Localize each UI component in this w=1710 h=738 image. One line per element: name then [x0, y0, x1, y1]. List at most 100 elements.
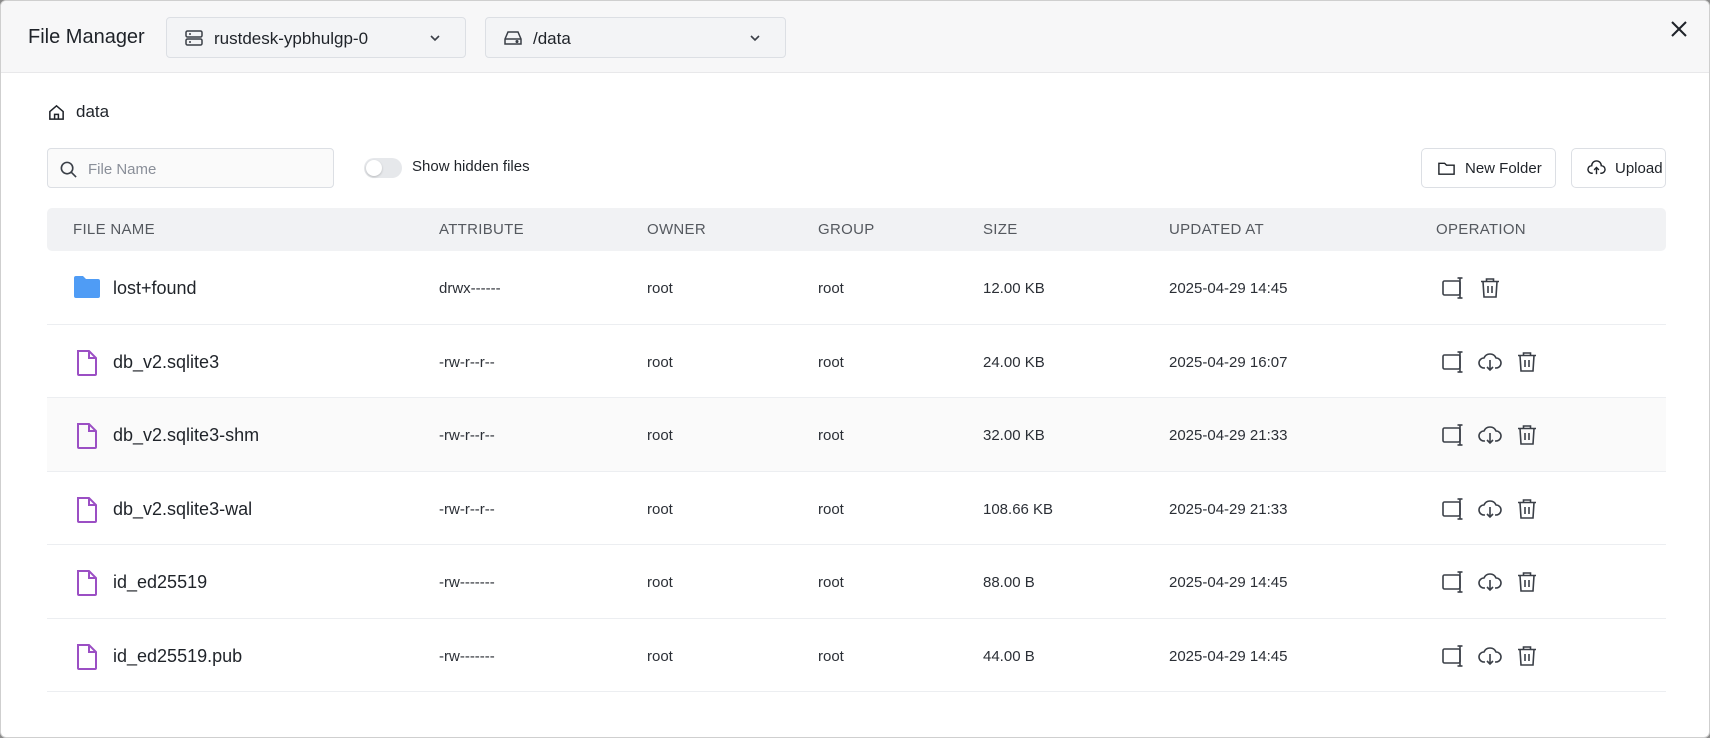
- chevron-down-icon: [750, 35, 760, 42]
- chevron-down-icon: [430, 35, 440, 42]
- header-attribute: ATTRIBUTE: [439, 221, 524, 238]
- show-hidden-toggle[interactable]: [364, 158, 402, 178]
- file-group: root: [818, 574, 844, 591]
- header-size[interactable]: SIZE: [983, 221, 1018, 238]
- table-body: lost+found drwx------ root root 12.00 KB 2025…: [47, 251, 1666, 692]
- file-owner: root: [647, 574, 673, 591]
- file-updated-at: 2025-04-29 14:45: [1169, 647, 1288, 665]
- file-owner: root: [647, 647, 673, 665]
- header-group: GROUP: [818, 221, 875, 238]
- file-size: 88.00 B: [983, 574, 1035, 591]
- rename-icon[interactable]: [1440, 275, 1466, 301]
- table-header: FILE NAME ATTRIBUTE OWNER GROUP SIZE UPD…: [47, 208, 1666, 251]
- row-operations: [1440, 496, 1551, 522]
- file-attribute: -rw-r--r--: [439, 427, 495, 444]
- rename-icon[interactable]: [1440, 422, 1466, 448]
- search-icon: [60, 161, 77, 178]
- toggle-knob: [366, 160, 382, 176]
- trash-icon[interactable]: [1514, 422, 1540, 448]
- file-group: root: [818, 647, 844, 665]
- row-operations: [1440, 349, 1551, 375]
- file-owner: root: [647, 427, 673, 444]
- table-row[interactable]: db_v2.sqlite3 -rw-r--r-- root root 24.00 KB 2…: [47, 325, 1666, 398]
- file-owner: root: [647, 500, 673, 518]
- folder-icon: [1438, 162, 1455, 175]
- file-updated-at: 2025-04-29 14:45: [1169, 574, 1288, 591]
- header-updated-at[interactable]: UPDATED AT: [1169, 221, 1264, 238]
- header-file-name[interactable]: FILE NAME: [73, 221, 155, 238]
- file-size: 108.66 KB: [983, 500, 1054, 518]
- file-attribute: -rw-------: [439, 647, 495, 665]
- cloud-upload-icon: [1587, 159, 1606, 174]
- cloud-download-icon[interactable]: [1477, 643, 1503, 669]
- file-icon: [77, 423, 97, 449]
- cloud-download-icon[interactable]: [1477, 349, 1503, 375]
- search-input[interactable]: [88, 157, 318, 181]
- header-owner: OWNER: [647, 221, 706, 238]
- row-operations: [1440, 569, 1551, 595]
- row-operations: [1440, 422, 1551, 448]
- server-select[interactable]: rustdesk-ypbhulgp-0: [166, 17, 466, 58]
- file-group: root: [818, 280, 844, 297]
- file-attribute: -rw-r--r--: [439, 500, 495, 518]
- close-icon[interactable]: [1667, 17, 1691, 41]
- table-row[interactable]: id_ed25519.pub -rw------- root root 44.00 B 2…: [47, 619, 1666, 692]
- file-icon: [77, 496, 97, 523]
- file-group: root: [818, 353, 844, 371]
- modal-header: File Manager rustdesk-ypbhulgp-0 /data: [1, 1, 1709, 73]
- path-select-value: /data: [533, 29, 571, 48]
- home-icon[interactable]: [47, 103, 66, 122]
- folder-icon: [74, 276, 100, 298]
- file-owner: root: [647, 353, 673, 371]
- rename-icon[interactable]: [1440, 569, 1466, 595]
- trash-icon[interactable]: [1514, 569, 1540, 595]
- file-owner: root: [647, 280, 673, 297]
- trash-icon[interactable]: [1514, 496, 1540, 522]
- file-updated-at: 2025-04-29 16:07: [1169, 353, 1288, 371]
- file-updated-at: 2025-04-29 14:45: [1169, 280, 1288, 297]
- server-select-value: rustdesk-ypbhulgp-0: [214, 29, 369, 48]
- cloud-download-icon[interactable]: [1477, 569, 1503, 595]
- file-name[interactable]: db_v2.sqlite3-shm: [113, 425, 260, 445]
- breadcrumb: data: [47, 102, 109, 122]
- breadcrumb-item-data[interactable]: data: [76, 102, 110, 121]
- trash-icon[interactable]: [1514, 643, 1540, 669]
- upload-button[interactable]: Upload: [1571, 148, 1666, 188]
- file-icon: [77, 643, 97, 670]
- file-name[interactable]: db_v2.sqlite3-wal: [113, 498, 253, 519]
- rename-icon[interactable]: [1440, 349, 1466, 375]
- new-folder-button[interactable]: New Folder: [1421, 148, 1556, 188]
- file-name[interactable]: id_ed25519.pub: [113, 645, 243, 666]
- row-operations: [1440, 643, 1551, 669]
- file-group: root: [818, 427, 844, 444]
- path-select[interactable]: /data: [485, 17, 786, 58]
- table-row[interactable]: id_ed25519 -rw------- root root 88.00 B 2025-…: [47, 545, 1666, 619]
- file-name[interactable]: db_v2.sqlite3: [113, 351, 220, 372]
- file-table: FILE NAME ATTRIBUTE OWNER GROUP SIZE UPD…: [47, 208, 1666, 692]
- file-icon: [77, 570, 97, 596]
- rename-icon[interactable]: [1440, 496, 1466, 522]
- table-row[interactable]: db_v2.sqlite3-shm -rw-r--r-- root root 32.00…: [47, 398, 1666, 472]
- new-folder-label: New Folder: [1465, 159, 1542, 177]
- table-row[interactable]: db_v2.sqlite3-wal -rw-r--r-- root root 108.6…: [47, 472, 1666, 545]
- file-name[interactable]: id_ed25519: [113, 572, 208, 592]
- file-attribute: -rw-------: [439, 574, 495, 591]
- hard-drive-icon: [504, 31, 522, 45]
- table-row[interactable]: lost+found drwx------ root root 12.00 KB 2025…: [47, 251, 1666, 325]
- cloud-download-icon[interactable]: [1477, 496, 1503, 522]
- file-size: 44.00 B: [983, 647, 1035, 665]
- rename-icon[interactable]: [1440, 643, 1466, 669]
- file-name[interactable]: lost+found: [113, 278, 197, 298]
- trash-icon[interactable]: [1477, 275, 1503, 301]
- header-operation: OPERATION: [1436, 221, 1526, 238]
- cloud-download-icon[interactable]: [1477, 422, 1503, 448]
- server-icon: [185, 30, 203, 46]
- file-size: 32.00 KB: [983, 427, 1045, 444]
- file-size: 24.00 KB: [983, 353, 1045, 371]
- file-attribute: drwx------: [439, 280, 501, 297]
- file-size: 12.00 KB: [983, 280, 1045, 297]
- file-updated-at: 2025-04-29 21:33: [1169, 427, 1288, 444]
- trash-icon[interactable]: [1514, 349, 1540, 375]
- file-attribute: -rw-r--r--: [439, 353, 495, 371]
